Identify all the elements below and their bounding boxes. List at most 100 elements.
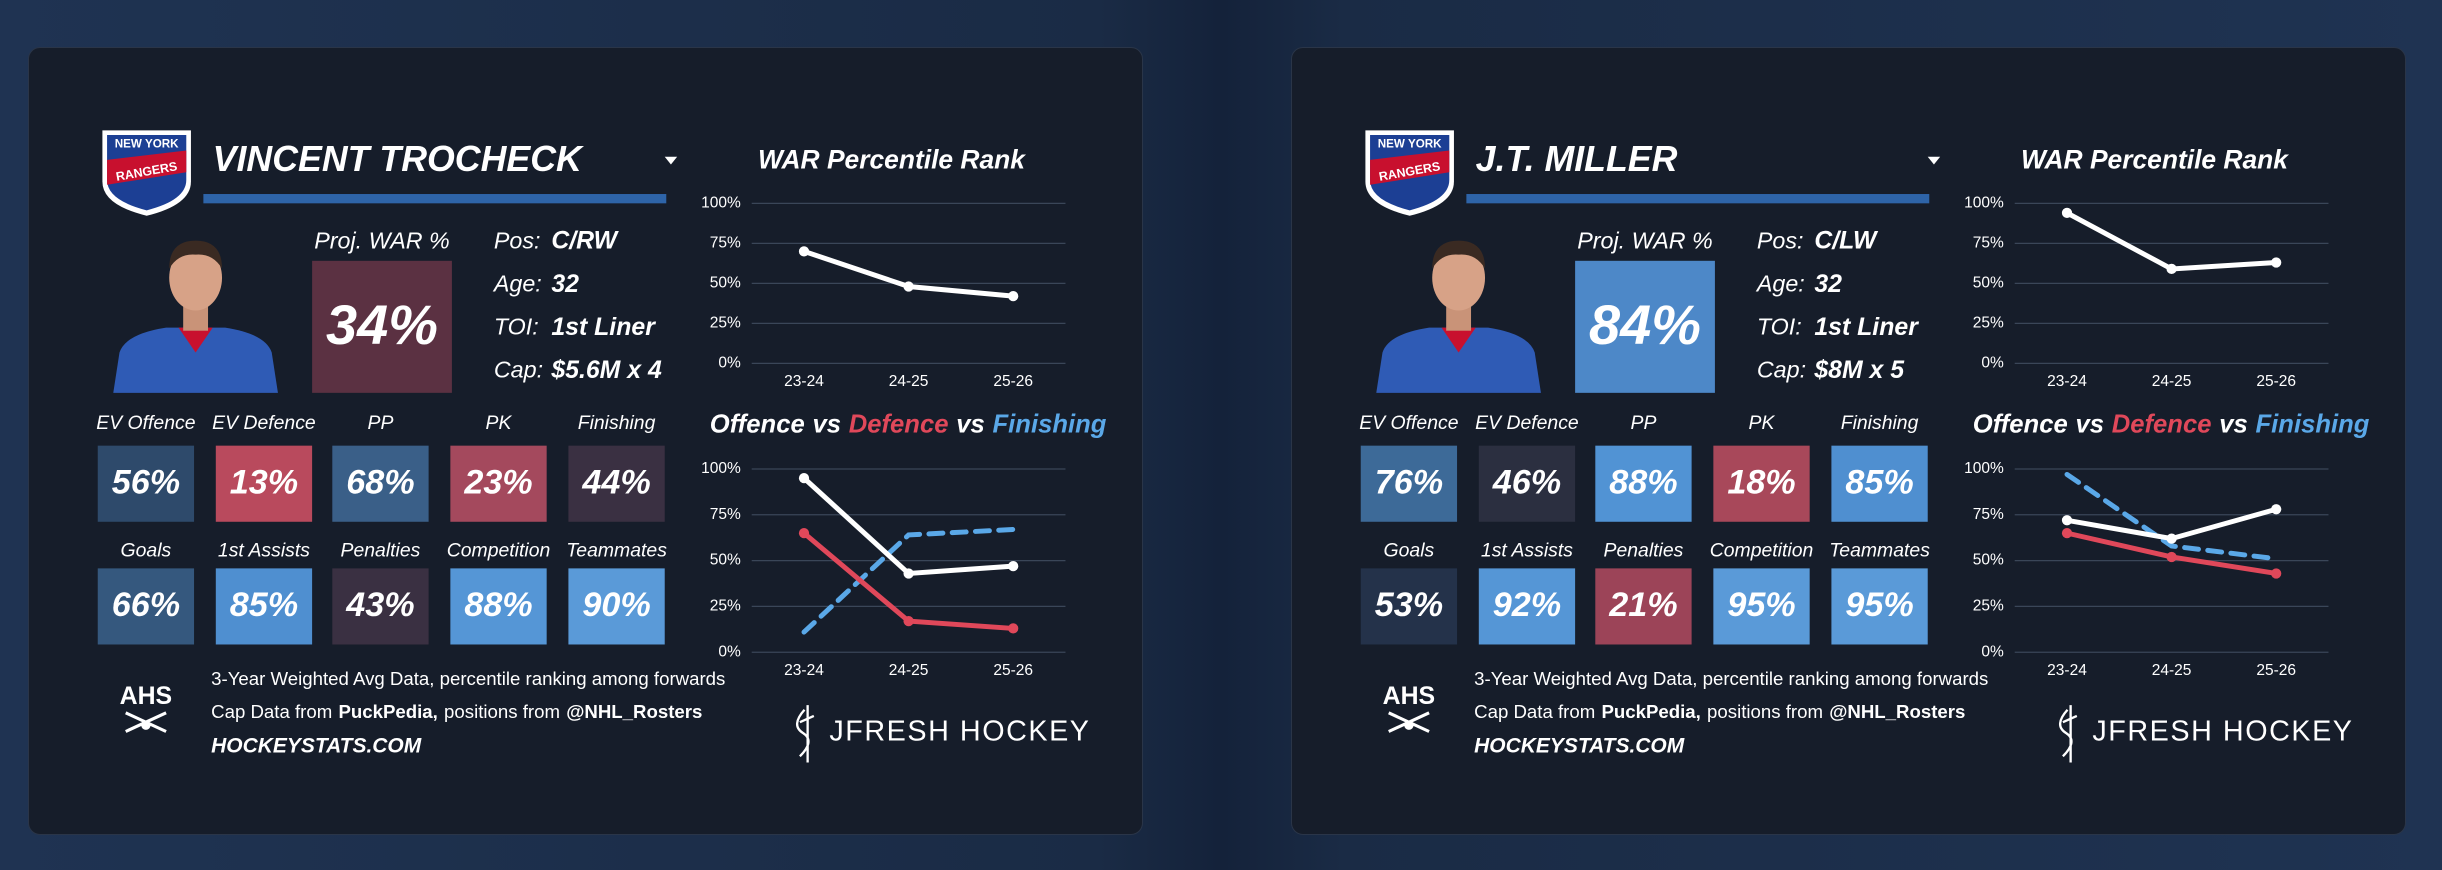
info-label: TOI:: [1757, 313, 1802, 339]
war-chart: WAR Percentile Rank 0% 25% 50% 75% 100% 23-24 2…: [1964, 144, 2329, 390]
info-value: 32: [1814, 271, 1842, 298]
x-tick-label: 25-26: [993, 373, 1033, 390]
tile-box: [1478, 568, 1576, 645]
player-photo: [113, 240, 278, 393]
brand-name: JFRESH HOCKEY: [2092, 716, 2353, 748]
brand-icon: [795, 705, 815, 763]
series-line: [2064, 210, 2279, 272]
tile-label: Finishing: [578, 412, 656, 434]
tile-value: 95%: [1727, 586, 1795, 624]
tile-value: 46%: [1492, 464, 1561, 502]
y-tick-label: 50%: [1973, 274, 2004, 291]
info-label: Age:: [492, 270, 542, 296]
player-name: J.T. MILLER: [1476, 139, 1678, 179]
tile-box: [1360, 568, 1458, 645]
logo-stripe: [1370, 150, 1450, 185]
y-tick-label: 75%: [710, 234, 741, 251]
proj-war-value: 34%: [326, 293, 438, 356]
collar: [178, 327, 213, 353]
tile-box: [450, 568, 547, 645]
dropdown-arrow[interactable]: [1927, 156, 1941, 165]
x-tick-label: 23-24: [2047, 662, 2087, 679]
chart-title: Offence vs Defence vs Finishing: [710, 410, 1107, 438]
data-point: [903, 568, 914, 579]
war-chart: WAR Percentile Rank 0% 25% 50% 75% 100% 23-24 2…: [701, 144, 1066, 390]
tile-box: [450, 445, 547, 522]
legend-entry: Offence: [710, 410, 805, 438]
ahs-logo: AHS: [120, 683, 172, 710]
collar: [1441, 327, 1476, 353]
y-tick-label: 0%: [1981, 354, 2004, 371]
legend-entry: Offence: [1973, 410, 2068, 438]
tile-label: Penalties: [341, 539, 421, 561]
chart-title: WAR Percentile Rank: [2021, 144, 2289, 174]
info-value: 32: [551, 271, 579, 298]
legend-entry: Finishing: [2256, 410, 2370, 438]
series-line: [2064, 471, 2279, 562]
tile-value: 56%: [112, 464, 180, 502]
legend-entry: Defence: [2112, 410, 2212, 438]
jersey: [113, 327, 278, 393]
tile-label: Competition: [1710, 539, 1814, 561]
tile-value: 53%: [1375, 586, 1443, 624]
tile-value: 90%: [582, 586, 650, 624]
tile-value: 43%: [345, 586, 414, 624]
tile-value: 68%: [346, 464, 414, 502]
credit-part: PuckPedia,: [1601, 701, 1700, 722]
y-tick-label: 100%: [1964, 460, 2004, 477]
tile-label: PK: [1749, 412, 1776, 434]
tile-box: [1713, 445, 1810, 522]
data-point: [1008, 291, 1019, 302]
x-tick-label: 24-25: [889, 373, 929, 390]
data-point: [2271, 257, 2282, 268]
proj-war-label: Proj. WAR %: [314, 227, 450, 253]
x-tick-label: 24-25: [889, 662, 929, 679]
info-label: Cap:: [494, 356, 543, 382]
tile-value: 66%: [112, 586, 180, 624]
footer-site: HOCKEYSTATS.COM: [1474, 735, 1685, 758]
player-name: VINCENT TROCHECK: [213, 139, 584, 179]
data-point: [2061, 527, 2073, 539]
tile-label: 1st Assists: [218, 539, 310, 561]
credit-part: @NHL_Rosters: [1829, 701, 1965, 722]
data-point: [1008, 560, 1019, 572]
tile-label: Teammates: [1829, 539, 1930, 561]
ahs-puck: [141, 720, 151, 730]
data-point: [798, 527, 810, 539]
data-point: [2166, 533, 2177, 544]
ahs-logo: AHS: [1383, 683, 1435, 710]
y-tick-label: 75%: [1973, 234, 2004, 251]
footer-site: HOCKEYSTATS.COM: [211, 735, 422, 758]
dropdown-arrow[interactable]: [664, 156, 678, 165]
hair: [169, 240, 223, 269]
x-tick-label: 24-25: [2152, 373, 2192, 390]
tile-value: 23%: [463, 464, 532, 502]
player-photo: [1376, 240, 1541, 393]
tile-label: PP: [368, 412, 394, 434]
x-tick-label: 23-24: [2047, 373, 2087, 390]
name-underline: [203, 194, 667, 204]
tile-value: 88%: [1609, 464, 1677, 502]
tile-box: [1360, 445, 1458, 522]
tile-box: [568, 445, 665, 522]
x-tick-label: 25-26: [2256, 373, 2296, 390]
tile-value: 44%: [581, 464, 650, 502]
hair: [1432, 240, 1486, 269]
chart-title: WAR Percentile Rank: [758, 144, 1026, 174]
footer-credits: Cap Data from PuckPedia, positions from @NH…: [1474, 701, 1965, 722]
y-tick-label: 75%: [710, 506, 741, 523]
logo-stripe: [107, 150, 187, 185]
tile-box: [332, 568, 429, 645]
proj-war-label: Proj. WAR %: [1577, 227, 1713, 253]
tile-label: Teammates: [566, 539, 667, 561]
proj-war-value: 84%: [1589, 293, 1701, 356]
data-point: [903, 281, 914, 292]
tile-box: [97, 568, 195, 645]
tile-value: 85%: [1845, 464, 1913, 502]
tile-label: EV Offence: [1359, 412, 1458, 434]
data-point: [2166, 551, 2177, 563]
info-value: 1st Liner: [551, 314, 656, 341]
